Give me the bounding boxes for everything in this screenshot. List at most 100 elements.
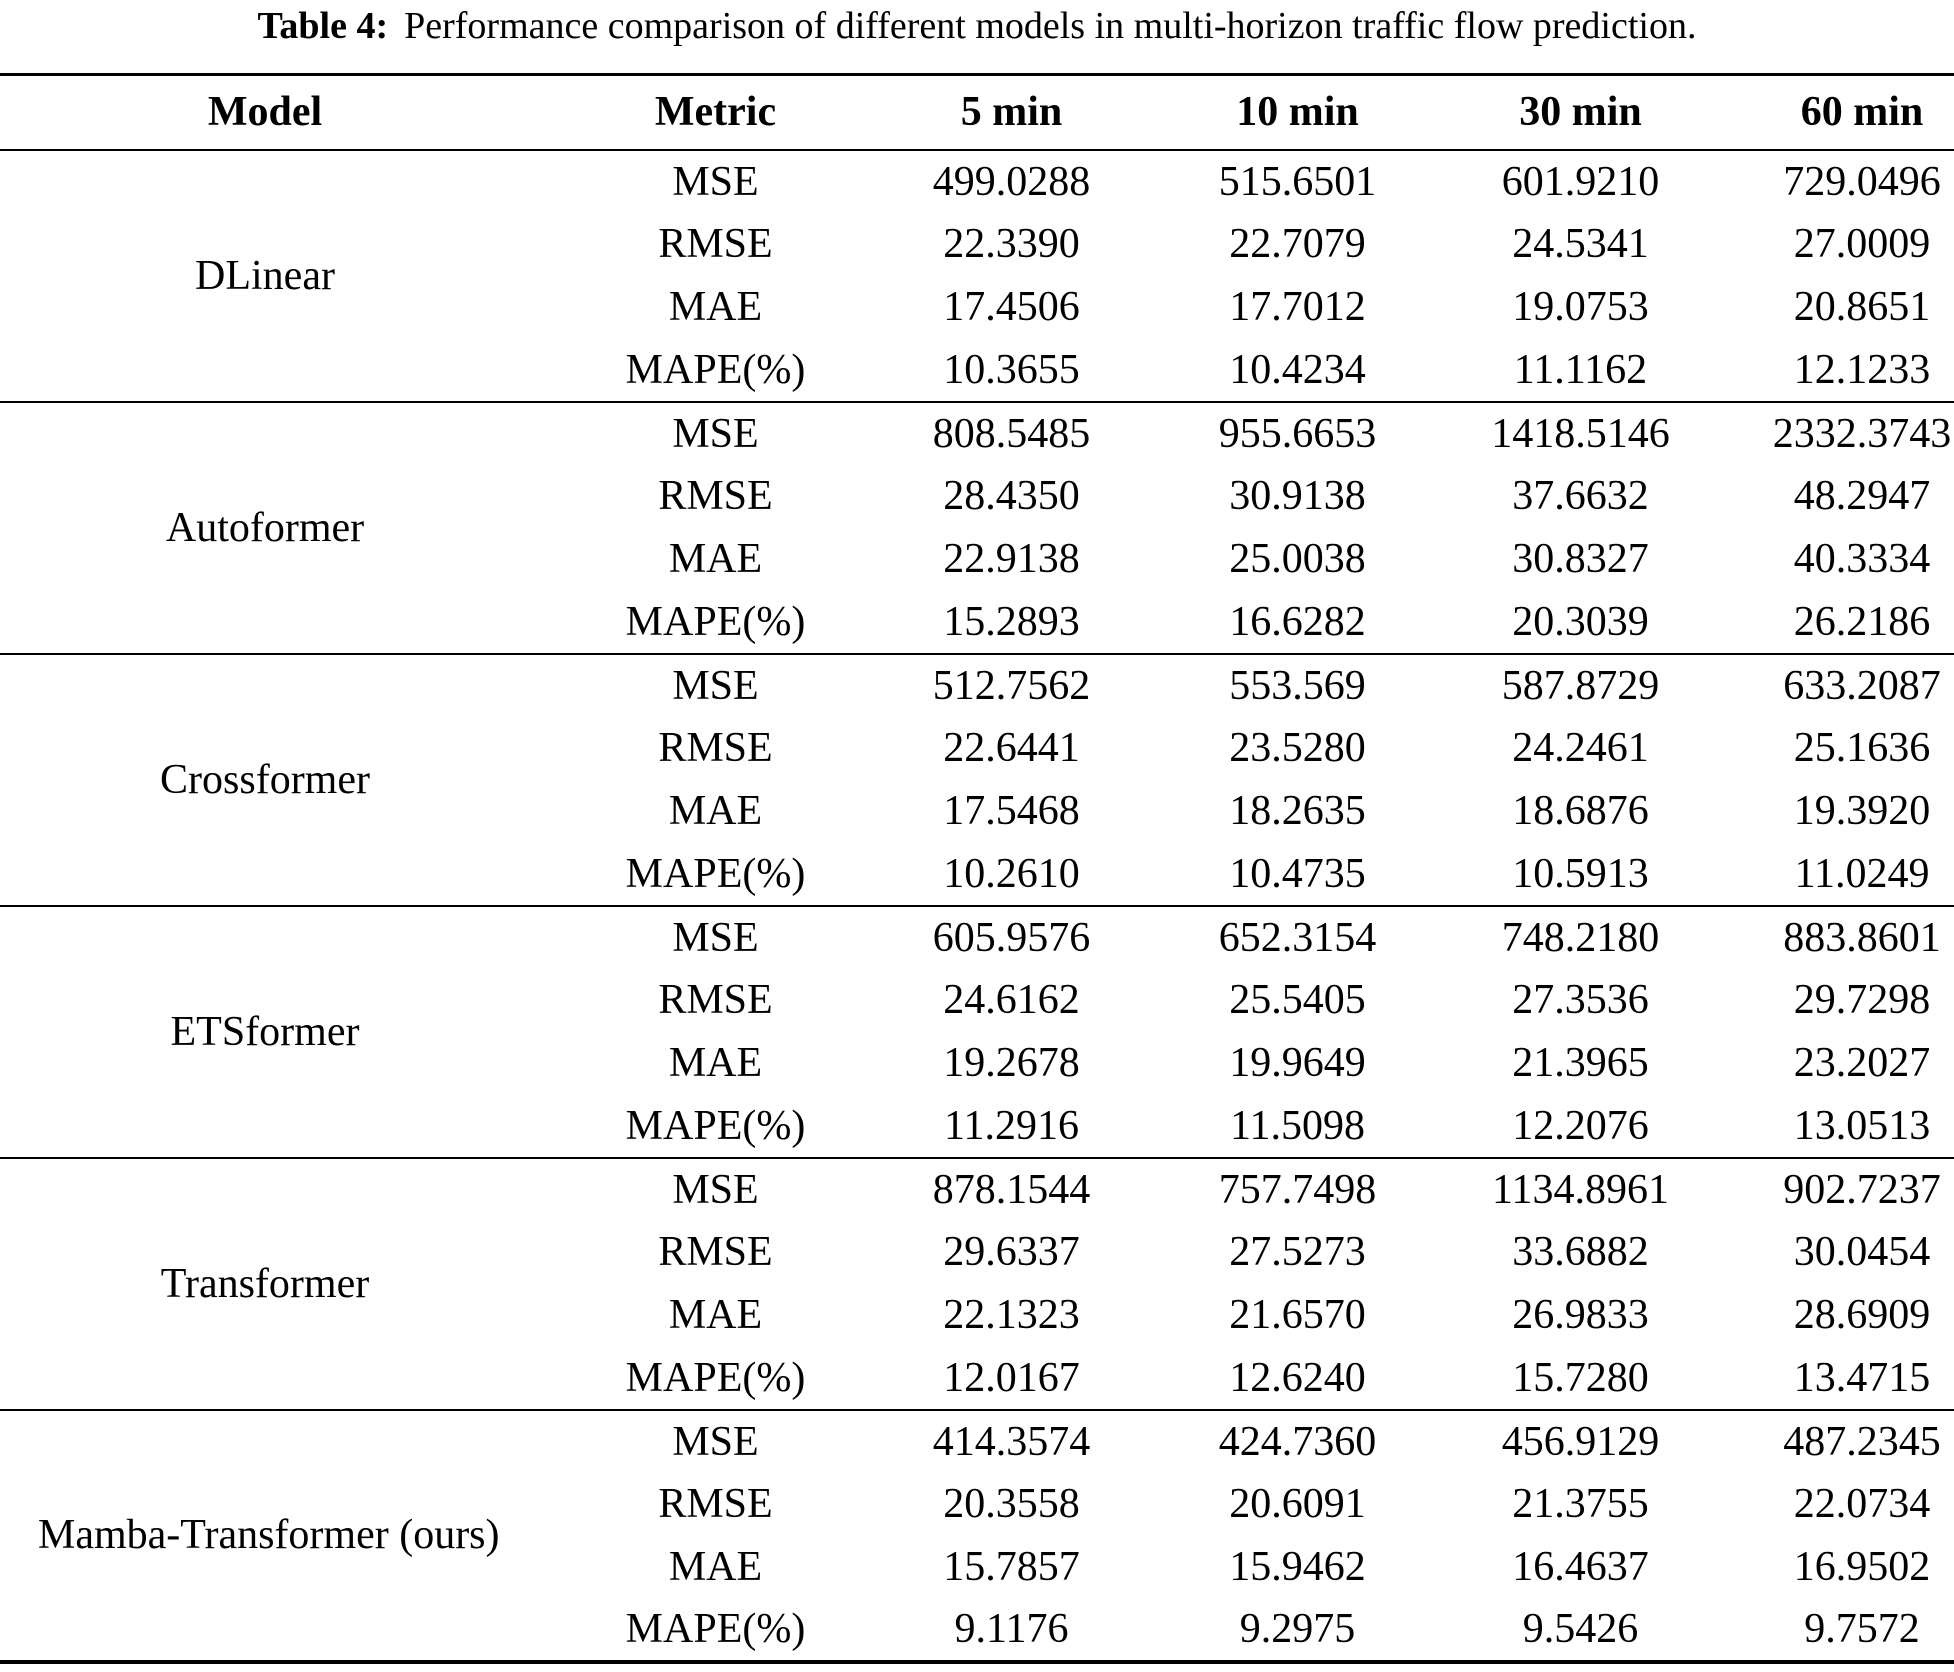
value-cell: 1134.8961 bbox=[1492, 1166, 1669, 1213]
value-cell: 10.4234 bbox=[1229, 346, 1366, 393]
col-header-10min: 10 min bbox=[1156, 74, 1439, 151]
metric-row: RMSE 29.6337 27.5273 33.6882 30.0454 bbox=[0, 1221, 1954, 1284]
value-cell: 19.9649 bbox=[1229, 1040, 1366, 1086]
metric-row: MAE 22.9138 25.0038 30.8327 40.3334 bbox=[0, 528, 1954, 591]
caption-label: Table 4: bbox=[257, 5, 389, 47]
value-cell: 808.5485 bbox=[932, 410, 1091, 457]
value-cell: 24.5341 bbox=[1512, 221, 1649, 267]
value-cell: 19.2678 bbox=[943, 1040, 1080, 1086]
metric-cell: MSE bbox=[672, 1418, 759, 1465]
value-cell: 37.6632 bbox=[1512, 473, 1649, 519]
value-cell: 1418.5146 bbox=[1491, 410, 1670, 457]
value-cell: 10.5913 bbox=[1512, 850, 1649, 897]
value-cell: 21.6570 bbox=[1229, 1292, 1366, 1338]
value-cell: 757.7498 bbox=[1218, 1166, 1377, 1213]
value-cell: 21.3755 bbox=[1512, 1481, 1649, 1527]
model-group: Autoformer MSE 808.5485 955.6653 1418.5146 23… bbox=[0, 401, 1954, 654]
metric-cell: MSE bbox=[672, 158, 759, 205]
metric-row: RMSE 20.3558 20.6091 21.3755 22.0734 bbox=[0, 1473, 1954, 1536]
value-cell: 15.9462 bbox=[1229, 1544, 1366, 1590]
value-cell: 955.6653 bbox=[1218, 410, 1377, 457]
value-cell: 22.3390 bbox=[943, 221, 1080, 267]
metric-row: DLinear MSE 499.0288 515.6501 601.9210 729.04… bbox=[0, 150, 1954, 299]
metric-row: MAPE(%) 9.1176 9.2975 9.5426 9.7572 bbox=[0, 1599, 1954, 1662]
value-cell: 27.3536 bbox=[1512, 977, 1649, 1023]
value-cell: 456.9129 bbox=[1501, 1418, 1660, 1465]
value-cell: 487.2345 bbox=[1783, 1418, 1941, 1465]
value-cell: 16.9502 bbox=[1793, 1544, 1931, 1590]
value-cell: 414.3574 bbox=[932, 1418, 1091, 1465]
value-cell: 9.7572 bbox=[1804, 1606, 1920, 1652]
value-cell: 20.3558 bbox=[943, 1481, 1080, 1527]
metric-cell: MAPE(%) bbox=[625, 346, 806, 393]
metric-row: MAPE(%) 12.0167 12.6240 15.7280 13.4715 bbox=[0, 1347, 1954, 1410]
value-cell: 17.5468 bbox=[943, 788, 1080, 834]
value-cell: 15.7857 bbox=[943, 1544, 1080, 1590]
metric-row: MAPE(%) 10.2610 10.4735 10.5913 11.0249 bbox=[0, 843, 1954, 906]
value-cell: 33.6882 bbox=[1512, 1229, 1649, 1275]
value-cell: 24.2461 bbox=[1512, 725, 1649, 771]
value-cell: 12.6240 bbox=[1229, 1354, 1366, 1401]
metric-row: Mamba-Transformer (ours) MSE 414.3574 424.7… bbox=[0, 1410, 1954, 1559]
value-cell: 40.3334 bbox=[1793, 536, 1931, 582]
value-cell: 10.3655 bbox=[943, 346, 1080, 393]
metric-row: MAPE(%) 11.2916 11.5098 12.2076 13.0513 bbox=[0, 1095, 1954, 1158]
metric-row: MAE 22.1323 21.6570 26.9833 28.6909 bbox=[0, 1284, 1954, 1347]
value-cell: 633.2087 bbox=[1783, 662, 1941, 709]
value-cell: 20.6091 bbox=[1229, 1481, 1366, 1527]
value-cell: 9.5426 bbox=[1522, 1606, 1639, 1652]
metric-cell: MAE bbox=[668, 788, 763, 834]
metric-cell: MAE bbox=[668, 284, 763, 330]
metric-cell: MAPE(%) bbox=[625, 1606, 806, 1652]
model-group: ETSformer MSE 605.9576 652.3154 748.2180 883.… bbox=[0, 905, 1954, 1158]
value-cell: 19.0753 bbox=[1512, 284, 1649, 330]
metric-row: RMSE 22.3390 22.7079 24.5341 27.0009 bbox=[0, 213, 1954, 276]
metric-cell: MAE bbox=[668, 1292, 763, 1338]
model-group: Mamba-Transformer (ours) MSE 414.3574 424.7… bbox=[0, 1409, 1954, 1662]
metric-cell: RMSE bbox=[658, 473, 773, 519]
caption-text: Performance comparison of different mode… bbox=[404, 5, 1697, 47]
value-cell: 23.5280 bbox=[1229, 725, 1366, 771]
value-cell: 499.0288 bbox=[932, 158, 1091, 205]
value-cell: 30.8327 bbox=[1512, 536, 1649, 582]
results-table: Model Metric 5 min 10 min 30 min 60 min … bbox=[0, 73, 1954, 1664]
value-cell: 28.4350 bbox=[943, 473, 1080, 519]
metric-row: RMSE 22.6441 23.5280 24.2461 25.1636 bbox=[0, 717, 1954, 780]
value-cell: 48.2947 bbox=[1793, 473, 1931, 519]
col-header-metric: Metric bbox=[492, 74, 867, 151]
metric-cell: MAPE(%) bbox=[625, 850, 806, 897]
value-cell: 13.4715 bbox=[1793, 1354, 1931, 1401]
value-cell: 9.2975 bbox=[1239, 1606, 1356, 1652]
metric-cell: RMSE bbox=[658, 725, 773, 771]
col-header-5min: 5 min bbox=[867, 74, 1156, 151]
value-cell: 18.2635 bbox=[1229, 788, 1366, 834]
value-cell: 17.7012 bbox=[1229, 284, 1366, 330]
metric-cell: MAPE(%) bbox=[625, 1102, 806, 1149]
value-cell: 10.2610 bbox=[943, 850, 1080, 897]
col-header-60min: 60 min bbox=[1722, 74, 1954, 151]
header-row: Model Metric 5 min 10 min 30 min 60 min bbox=[0, 74, 1954, 151]
value-cell: 28.6909 bbox=[1793, 1292, 1931, 1338]
value-cell: 29.6337 bbox=[943, 1229, 1080, 1275]
value-cell: 18.6876 bbox=[1512, 788, 1649, 834]
metric-row: MAE 17.5468 18.2635 18.6876 19.3920 bbox=[0, 780, 1954, 843]
value-cell: 22.7079 bbox=[1229, 221, 1366, 267]
metric-cell: MAPE(%) bbox=[625, 1354, 806, 1401]
metric-row: MAPE(%) 15.2893 16.6282 20.3039 26.2186 bbox=[0, 591, 1954, 654]
model-group: DLinear MSE 499.0288 515.6501 601.9210 729.04… bbox=[0, 149, 1954, 402]
value-cell: 11.5098 bbox=[1230, 1102, 1365, 1149]
value-cell: 22.6441 bbox=[943, 725, 1080, 771]
metric-cell: RMSE bbox=[658, 221, 773, 267]
metric-row: MAE 19.2678 19.9649 21.3965 23.2027 bbox=[0, 1032, 1954, 1095]
metric-row: Transformer MSE 878.1544 757.7498 1134.8961 9… bbox=[0, 1158, 1954, 1307]
metric-row: MAE 17.4506 17.7012 19.0753 20.8651 bbox=[0, 276, 1954, 339]
value-cell: 587.8729 bbox=[1501, 662, 1660, 709]
value-cell: 29.7298 bbox=[1793, 977, 1931, 1023]
metric-cell: RMSE bbox=[658, 1229, 773, 1275]
value-cell: 515.6501 bbox=[1218, 158, 1377, 205]
model-group: Transformer MSE 878.1544 757.7498 1134.8961 9… bbox=[0, 1157, 1954, 1410]
value-cell: 15.7280 bbox=[1512, 1354, 1649, 1401]
value-cell: 30.0454 bbox=[1793, 1229, 1931, 1275]
metric-row: MAE 15.7857 15.9462 16.4637 16.9502 bbox=[0, 1536, 1954, 1599]
value-cell: 25.5405 bbox=[1229, 977, 1366, 1023]
